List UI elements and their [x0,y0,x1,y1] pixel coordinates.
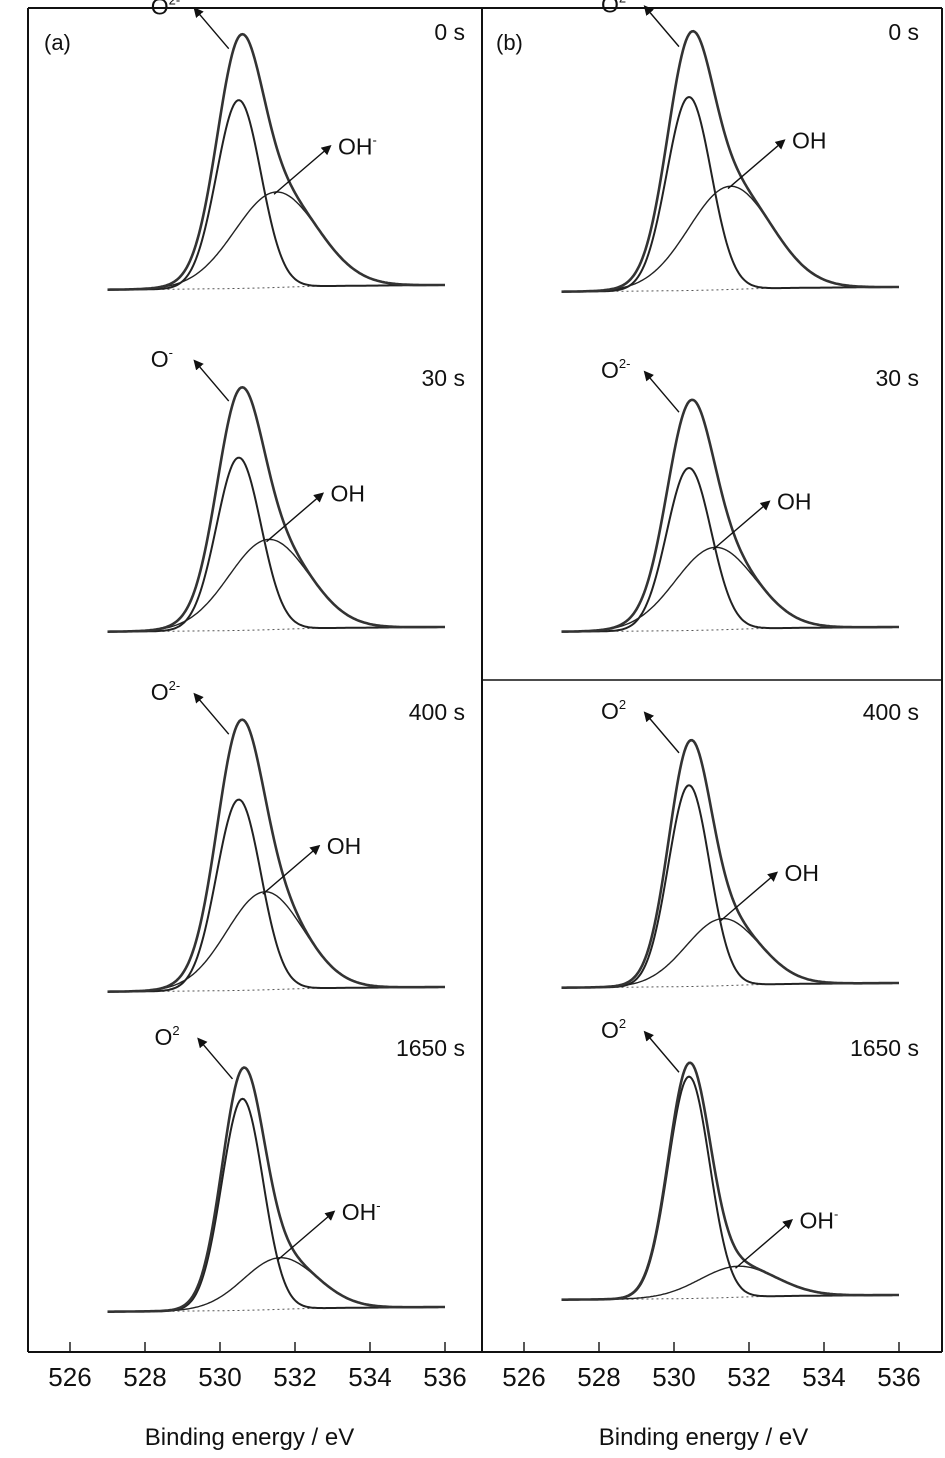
envelope-fit [107,32,445,291]
envelope-fit [107,718,445,993]
x-tick-label: 532 [273,1362,316,1392]
oh-component-peak [561,185,899,293]
envelope-fit [561,29,899,293]
x-axes: 526 528 530 532 534 536 Binding energy / eV 526… [48,1342,921,1451]
oh-arrow [735,1218,794,1269]
o2-peak-label: O2 [155,1023,180,1050]
x-tick-label: 530 [198,1362,241,1392]
x-axis-label: Binding energy / eV [599,1424,808,1451]
o2-component-peak [107,456,445,633]
o2-arrow [643,1030,680,1073]
oh-peak-label: OH- [342,1198,381,1225]
oh-component-peak [561,917,899,989]
o2-arrow [643,711,680,754]
spectrum-1650s: 1650 s O2 OH- [561,1016,919,1301]
envelope-fit [561,1061,899,1301]
envelope-fit [107,385,445,633]
time-label: 0 s [888,19,919,45]
oh-arrow [720,871,779,922]
oh-peak-label: OH- [800,1206,839,1233]
x-tick-label: 532 [727,1362,770,1392]
panel-label: (b) [496,30,523,55]
spectrum-400s: 400 s O2 OH [561,697,919,989]
oh-peak-label: OH [331,481,366,507]
spectrum-400s: 400 s O2- OH [107,678,465,993]
x-tick-label: 534 [348,1362,391,1392]
oh-peak-label: OH [792,128,827,154]
time-label: 30 s [876,365,919,391]
envelope-fit [107,1066,445,1313]
oh-arrow [277,1210,336,1261]
time-label: 1650 s [396,1035,465,1061]
oh-arrow [266,492,325,543]
oh-component-peak [561,546,899,633]
time-label: 1650 s [850,1035,919,1061]
o2-arrow [193,7,230,50]
oh-peak-label: OH [327,833,362,859]
time-label: 400 s [863,699,919,725]
o2-peak-label: O2- [601,356,630,383]
spectrum-30s: 30 s O- OH [107,345,465,633]
x-tick-label: 536 [877,1362,920,1392]
spectrum-1650s: 1650 s O2 OH- [107,1023,465,1313]
o2-arrow [643,370,680,413]
x-axis-label: Binding energy / eV [145,1424,354,1451]
x-tick-label: 526 [502,1362,545,1392]
x-tick-label: 526 [48,1362,91,1392]
oh-component-peak [107,1257,445,1313]
panel-frames [27,7,943,1353]
o2-component-peak [561,466,899,633]
oh-peak-label: OH [777,489,812,515]
x-tick-label: 528 [577,1362,620,1392]
o2-component-peak [561,1075,899,1301]
oh-peak-label: OH- [338,132,377,159]
x-tick-label: 528 [123,1362,166,1392]
time-label: 400 s [409,699,465,725]
o2-component-peak [561,784,899,989]
oh-arrow [712,500,771,551]
x-tick-label: 536 [423,1362,466,1392]
o2-arrow [193,692,230,735]
x-tick-label: 530 [652,1362,695,1392]
panel-label: (a) [44,30,71,55]
spectrum-0s: 0 sO2-OH [561,0,919,293]
oh-arrow [262,844,321,895]
o2-component-peak [561,95,899,293]
o2-peak-label: O2- [151,0,180,20]
x-tick-label: 534 [802,1362,845,1392]
o2-arrow [643,5,680,48]
envelope-fit [561,738,899,989]
time-label: 0 s [434,19,465,45]
spectrum-30s: 30 s O2- OH [561,356,919,633]
o2-peak-label: O2 [601,697,626,724]
time-label: 30 s [422,365,465,391]
o2-peak-label: O- [151,345,173,372]
envelope-fit [561,398,899,633]
o2-peak-label: O2- [151,678,180,705]
spectrum-0s: 0 s O2- OH- [107,0,465,291]
oh-peak-label: OH [785,860,820,886]
o2-arrow [197,1037,234,1080]
o2-arrow [193,359,230,402]
spectra-plots: (a) 0 s O2- OH- 30 s O- OH 400 s O2- OH 1650 s O2 OH… [44,0,919,1313]
oh-arrow [273,144,332,195]
o2-component-peak [107,99,445,291]
o2-peak-label: O2 [601,1016,626,1043]
oh-arrow [727,139,786,190]
